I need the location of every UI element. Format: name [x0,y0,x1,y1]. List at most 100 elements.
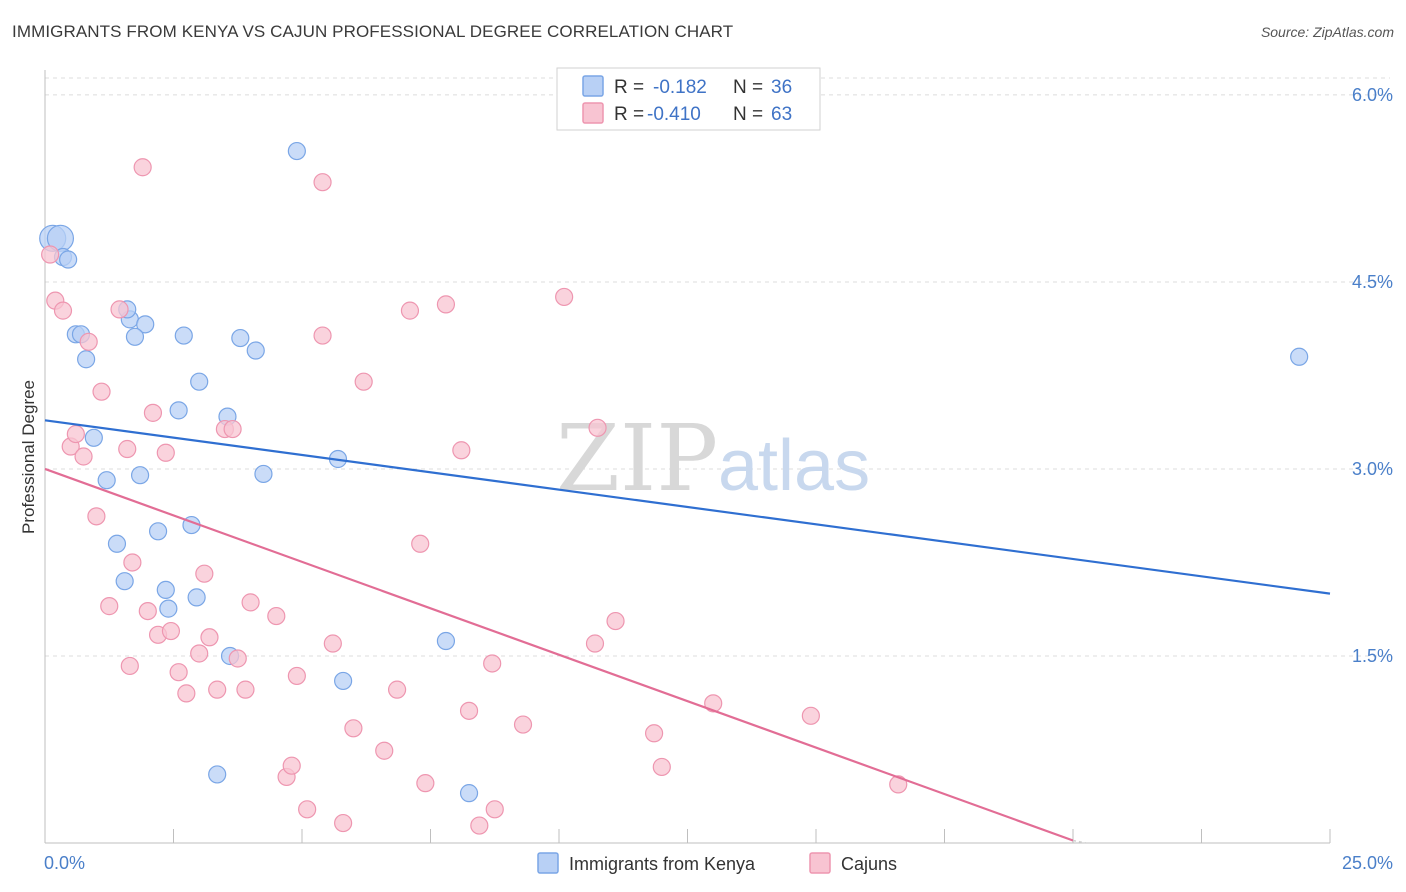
y-tick-labels: 1.5% 3.0% 4.5% 6.0% [1352,85,1393,666]
point-kenya [459,784,479,803]
point-cajun [313,326,332,345]
point-kenya [287,141,306,161]
legend-r-value-cajun: -0.410 [647,104,701,125]
trend-line-cajun [44,467,1074,842]
point-cajun [606,611,625,631]
point-kenya [97,471,116,490]
point-cajun [889,775,908,794]
legend-box: R = -0.182 N = 36 R = -0.410 N = 63 [556,67,821,131]
legend-n-value-cajun: 63 [771,104,792,125]
point-cajun [123,553,142,572]
y-tick-label: 4.5% [1352,272,1393,292]
point-cajun [354,372,373,391]
point-cajun [644,724,664,743]
point-kenya [246,341,265,360]
bottom-legend-label-cajun: Cajuns [841,854,897,874]
legend-n-label-cajun: N = [733,104,763,125]
point-kenya [190,372,209,391]
point-kenya [187,588,206,607]
point-cajun [138,601,157,621]
point-cajun [190,644,209,663]
point-kenya [334,671,353,691]
point-cajun [200,628,219,647]
point-cajun [120,656,139,676]
legend-r-label-cajun: R = [614,104,644,125]
point-kenya [84,428,103,447]
point-cajun [133,158,152,177]
y-tick-label: 6.0% [1352,85,1393,105]
point-cajun [459,701,479,720]
point-cajun [195,564,214,583]
bottom-legend-label-kenya: Immigrants from Kenya [569,854,756,874]
point-kenya [77,350,96,369]
point-cajun [411,534,430,553]
point-cajun [143,403,163,422]
point-kenya [107,534,127,553]
point-cajun [100,597,119,616]
point-kenya [208,765,227,784]
point-cajun [74,447,93,466]
point-cajun [652,757,671,777]
point-cajun [313,173,332,192]
watermark-atlas: atlas [718,426,870,506]
point-cajun [110,300,129,319]
point-cajun [513,715,533,734]
point-kenya [254,464,273,484]
point-cajun [41,245,60,264]
point-kenya [59,250,78,269]
point-kenya [156,580,175,600]
point-kenya [159,599,178,618]
point-cajun [416,774,435,793]
point-cajun [236,680,255,699]
y-axis-label: Professional Degree [19,380,38,534]
point-cajun [156,443,175,462]
point-cajun [267,606,286,626]
point-cajun [177,684,196,703]
point-kenya [1290,347,1309,366]
point-kenya [169,401,188,420]
point-cajun [588,418,607,437]
watermark-zip: ZIP [556,405,718,512]
point-cajun [400,301,420,320]
point-cajun [452,441,471,460]
point-cajun [169,663,188,682]
point-cajun [282,756,301,775]
point-cajun [79,332,98,351]
chart-title: IMMIGRANTS FROM KENYA VS CAJUN PROFESSIO… [12,22,734,41]
x-tick-label-min: 0.0% [44,853,85,873]
trend-line-kenya [44,419,1331,595]
points-layer [39,141,1309,835]
legend-swatch-cajun [582,102,604,124]
point-kenya [130,466,150,485]
point-cajun [298,800,317,819]
bottom-legend: Immigrants from Kenya Cajuns [537,852,897,874]
point-cajun [287,666,306,686]
point-cajun [485,800,504,819]
point-cajun [323,634,342,653]
point-cajun [470,816,489,835]
trend-line-cajun-extension [1072,839,1086,844]
point-cajun [118,439,137,459]
point-cajun [223,419,242,439]
point-kenya [115,572,134,591]
point-kenya [231,328,250,348]
point-cajun [585,634,605,653]
legend-r-value-kenya: -0.182 [653,77,707,98]
legend-r-label-kenya: R = [614,77,644,98]
y-tick-label: 3.0% [1352,459,1393,479]
point-cajun [208,680,227,699]
legend-n-label-kenya: N = [733,77,763,98]
point-cajun [704,694,723,713]
point-cajun [555,287,574,307]
point-cajun [483,654,502,673]
point-cajun [92,382,111,401]
point-cajun [344,719,363,738]
point-cajun [161,621,181,641]
point-kenya [436,631,456,651]
legend-n-value-kenya: 36 [771,77,792,98]
point-cajun [87,507,106,526]
bottom-legend-swatch-cajun [809,852,831,874]
point-cajun [241,593,260,612]
point-cajun [334,813,353,833]
